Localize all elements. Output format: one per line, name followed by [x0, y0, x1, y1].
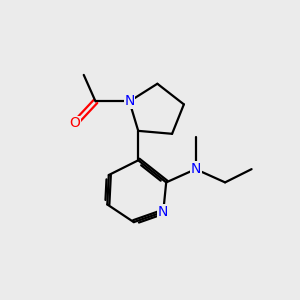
- Text: N: N: [158, 205, 168, 219]
- Text: N: N: [190, 162, 201, 176]
- Text: N: N: [124, 94, 135, 108]
- Text: O: O: [70, 116, 80, 130]
